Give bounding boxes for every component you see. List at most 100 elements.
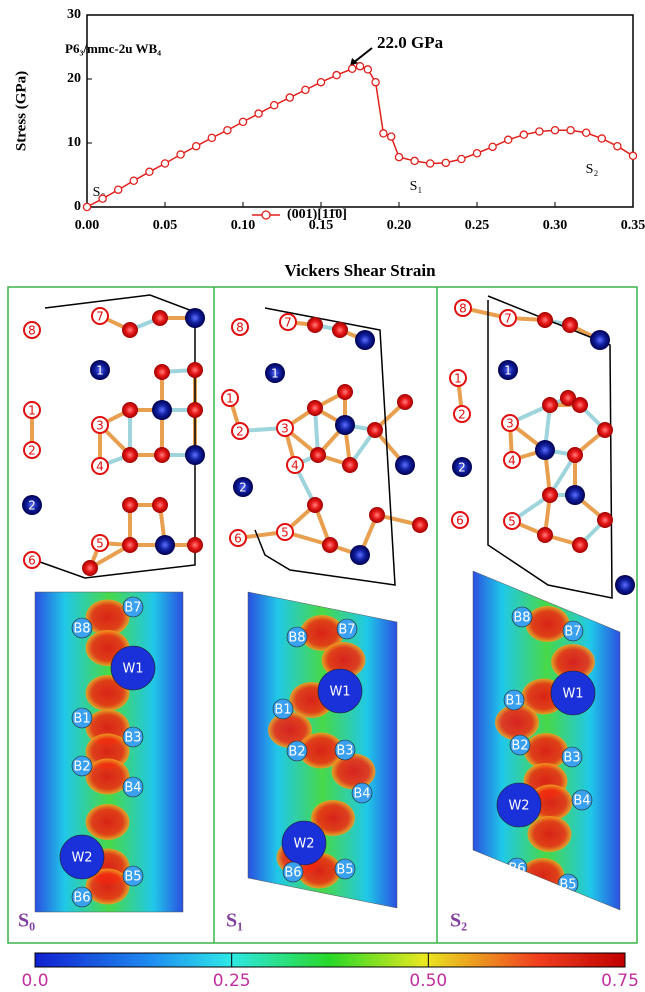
b-atom bbox=[152, 497, 168, 513]
site-label: 4 bbox=[291, 459, 299, 473]
w-atom bbox=[615, 575, 635, 595]
colorbar bbox=[35, 953, 625, 967]
site-label: 2 bbox=[458, 408, 466, 422]
panel-label: S₂ bbox=[450, 910, 467, 932]
site-label: 5 bbox=[508, 515, 516, 529]
site-label: 4 bbox=[96, 460, 104, 474]
b-atom bbox=[572, 537, 588, 553]
map-label: B8 bbox=[513, 611, 530, 626]
x-tick-label: 0.25 bbox=[465, 218, 490, 233]
x-tick-label: 0.05 bbox=[153, 218, 178, 233]
site-label: 6 bbox=[28, 554, 36, 568]
b-atom bbox=[187, 537, 203, 553]
bond-basin bbox=[521, 858, 565, 894]
b-atom bbox=[337, 384, 353, 400]
b-atom bbox=[310, 447, 326, 463]
site-label: 1 bbox=[226, 392, 234, 406]
colorbar-label: 0.25 bbox=[213, 971, 251, 991]
b-atom bbox=[342, 457, 358, 473]
b-atom bbox=[307, 400, 323, 416]
b-atom bbox=[572, 397, 588, 413]
site-label: 3 bbox=[96, 419, 104, 433]
b-atom bbox=[307, 317, 323, 333]
data-point bbox=[99, 195, 106, 202]
data-point bbox=[442, 159, 449, 166]
data-point bbox=[364, 66, 371, 73]
y-tick-label: 10 bbox=[67, 135, 81, 150]
data-point bbox=[380, 130, 387, 137]
data-point bbox=[302, 86, 309, 93]
y-tick-label: 0 bbox=[74, 199, 81, 214]
data-point bbox=[255, 110, 262, 117]
data-point bbox=[146, 168, 153, 175]
map-label: B7 bbox=[564, 625, 581, 640]
b-atom bbox=[122, 322, 138, 338]
site-label: 6 bbox=[234, 532, 242, 546]
map-label: W2 bbox=[508, 799, 529, 814]
b-atom bbox=[597, 512, 613, 528]
b-atom bbox=[567, 447, 583, 463]
data-point bbox=[505, 136, 512, 143]
site-label: 6 bbox=[456, 514, 464, 528]
figure: P6₃/mmc-2u WB₄ Stress (GPa) Vickers Shea… bbox=[0, 0, 645, 992]
b-atom bbox=[152, 310, 168, 326]
map-label: B5 bbox=[559, 878, 576, 893]
map-label: B6 bbox=[508, 862, 525, 877]
b-atom bbox=[597, 422, 613, 438]
map-label: B6 bbox=[73, 891, 90, 906]
b-atom bbox=[412, 517, 428, 533]
site-label: 1 bbox=[28, 404, 36, 418]
b-atom bbox=[537, 312, 553, 328]
site-label: 2 bbox=[458, 461, 466, 475]
w-atom bbox=[565, 485, 585, 505]
data-point bbox=[193, 143, 200, 150]
series-line bbox=[87, 66, 633, 207]
panel-label: S₁ bbox=[226, 910, 243, 932]
b-atom bbox=[332, 322, 348, 338]
data-point bbox=[567, 127, 574, 134]
map-label: B4 bbox=[124, 781, 141, 796]
map-label: W1 bbox=[329, 685, 350, 700]
y-axis-title: Stress (GPa) bbox=[13, 71, 29, 151]
x-tick-label: 0.30 bbox=[543, 218, 568, 233]
data-point bbox=[411, 157, 418, 164]
w-atom bbox=[155, 535, 175, 555]
w-atom bbox=[590, 330, 610, 350]
data-point bbox=[177, 151, 184, 158]
map-label: B3 bbox=[336, 744, 353, 759]
site-label: 2 bbox=[28, 499, 36, 513]
data-point bbox=[614, 143, 621, 150]
elf-map bbox=[248, 592, 397, 908]
site-label: 1 bbox=[96, 364, 104, 378]
bond-basin bbox=[86, 759, 130, 795]
site-label: 1 bbox=[271, 367, 279, 381]
x-tick-label: 0.20 bbox=[387, 218, 412, 233]
annotation-arrow bbox=[353, 48, 372, 63]
map-label: B4 bbox=[353, 787, 370, 802]
data-point bbox=[349, 65, 356, 72]
w-atom bbox=[535, 440, 555, 460]
colorbar-label: 0.0 bbox=[21, 971, 48, 991]
map-label: B7 bbox=[124, 601, 141, 616]
data-point bbox=[239, 118, 246, 125]
map-label: B8 bbox=[288, 631, 305, 646]
data-point bbox=[629, 152, 636, 159]
site-label: 8 bbox=[28, 324, 36, 338]
map-label: B3 bbox=[124, 731, 141, 746]
map-label: B4 bbox=[573, 794, 590, 809]
state-label: S₁ bbox=[410, 179, 423, 194]
data-point bbox=[271, 102, 278, 109]
unit-cell bbox=[40, 295, 195, 578]
data-point bbox=[458, 155, 465, 162]
x-tick-label: 0.35 bbox=[621, 218, 645, 233]
b-atom bbox=[307, 497, 323, 513]
legend-marker bbox=[262, 211, 270, 219]
data-point bbox=[356, 63, 363, 70]
data-point bbox=[395, 153, 402, 160]
site-label: 5 bbox=[96, 537, 104, 551]
data-point bbox=[372, 79, 379, 86]
data-point bbox=[536, 128, 543, 135]
site-label: 5 bbox=[281, 526, 289, 540]
site-label: 4 bbox=[508, 454, 516, 468]
data-point bbox=[286, 94, 293, 101]
